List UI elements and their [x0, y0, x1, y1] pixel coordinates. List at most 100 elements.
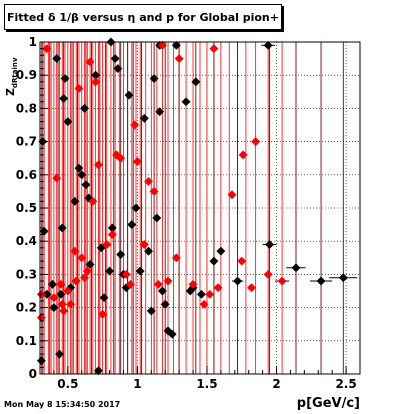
- data-point: [132, 156, 142, 167]
- y-axis-label-sub: dRtainv: [11, 57, 20, 89]
- data-point: [149, 73, 159, 84]
- data-point: [52, 54, 62, 64]
- data-point: [59, 306, 69, 316]
- data-point: [98, 309, 108, 319]
- data-point: [265, 239, 275, 250]
- data-point: [63, 286, 73, 296]
- data-point: [209, 256, 219, 266]
- data-point: [130, 120, 140, 130]
- data-point: [174, 54, 184, 64]
- title-box: Fitted δ 1/β versus η and p for Global p…: [4, 4, 282, 30]
- chart-title: Fitted δ 1/β versus η and p for Global p…: [7, 11, 279, 24]
- data-point: [113, 64, 123, 74]
- x-tick-label: 1: [133, 377, 141, 391]
- data-point: [42, 44, 52, 54]
- data-point: [36, 313, 46, 323]
- y-axis-label-main: Z: [4, 88, 17, 96]
- data-point: [199, 299, 209, 309]
- data-point: [121, 269, 131, 279]
- data-point: [59, 93, 69, 103]
- data-point: [227, 190, 237, 200]
- data-point: [79, 273, 90, 283]
- y-tick-label: 0.4: [16, 234, 37, 248]
- data-point: [251, 137, 261, 147]
- data-point: [125, 279, 135, 289]
- data-point: [157, 286, 167, 296]
- y-axis-label: ZdRtainv: [4, 58, 19, 96]
- data-point: [277, 276, 287, 286]
- data-point: [56, 289, 66, 299]
- x-axis-label: p[GeV/c]: [296, 396, 360, 411]
- data-point: [246, 283, 257, 293]
- y-tick-label: 0: [29, 367, 37, 381]
- data-point: [116, 249, 126, 260]
- data-point: [149, 186, 159, 196]
- data-point: [77, 170, 87, 180]
- data-point: [70, 196, 80, 206]
- data-point: [52, 173, 62, 183]
- data-point: [124, 90, 134, 100]
- data-point: [57, 299, 67, 309]
- data-point: [85, 259, 95, 269]
- data-point: [139, 113, 149, 123]
- data-point: [316, 276, 326, 286]
- data-point: [88, 196, 98, 206]
- data-point: [146, 306, 156, 316]
- data-point: [74, 83, 84, 94]
- data-point: [205, 289, 215, 299]
- data-point: [153, 279, 163, 289]
- y-tick-label: 0.2: [16, 301, 37, 315]
- data-point: [157, 40, 167, 50]
- y-tick-label: 0.7: [16, 135, 37, 149]
- data-point: [233, 276, 243, 286]
- data-point: [152, 213, 162, 223]
- data-point: [47, 279, 58, 289]
- data-point: [82, 266, 92, 276]
- data-point: [70, 246, 80, 256]
- data-point: [49, 293, 59, 303]
- data-point: [171, 253, 181, 263]
- data-point: [79, 103, 90, 113]
- data-point: [143, 246, 154, 256]
- data-point: [163, 276, 173, 286]
- data-point: [181, 97, 191, 107]
- x-tick-label: 1.5: [196, 377, 217, 391]
- timestamp: Mon May 8 15:34:50 2017: [4, 400, 121, 409]
- data-point: [135, 266, 145, 276]
- data-point: [209, 44, 219, 54]
- data-point: [171, 40, 181, 50]
- data-point: [216, 246, 226, 256]
- markers-layer: [36, 37, 348, 376]
- x-tick-label: 0.5: [57, 377, 78, 391]
- data-point: [167, 329, 177, 339]
- data-point: [99, 293, 109, 303]
- data-point: [238, 150, 248, 160]
- x-tick-label: 2.5: [335, 377, 356, 391]
- data-point: [110, 54, 120, 64]
- data-point: [237, 256, 247, 266]
- data-point: [81, 180, 91, 190]
- y-tick-label: 1: [29, 35, 37, 49]
- data-point: [131, 203, 141, 213]
- data-point: [291, 263, 301, 273]
- data-point: [338, 273, 348, 283]
- data-point: [107, 230, 117, 240]
- data-point: [116, 153, 126, 163]
- data-point: [39, 226, 49, 236]
- data-point: [163, 326, 173, 336]
- data-point: [191, 77, 201, 87]
- data-point: [196, 289, 206, 299]
- data-point: [85, 57, 95, 67]
- data-point: [49, 303, 59, 313]
- y-tick-label: 0.9: [16, 68, 37, 82]
- data-point: [63, 117, 73, 127]
- x-tick-label: 2: [272, 377, 280, 391]
- y-tick-label: 0.3: [16, 267, 37, 281]
- data-point: [127, 220, 137, 230]
- y-tick-label: 0.6: [16, 168, 37, 182]
- data-point: [160, 299, 170, 309]
- data-point: [102, 239, 112, 250]
- data-point: [155, 107, 165, 117]
- data-point: [66, 299, 76, 309]
